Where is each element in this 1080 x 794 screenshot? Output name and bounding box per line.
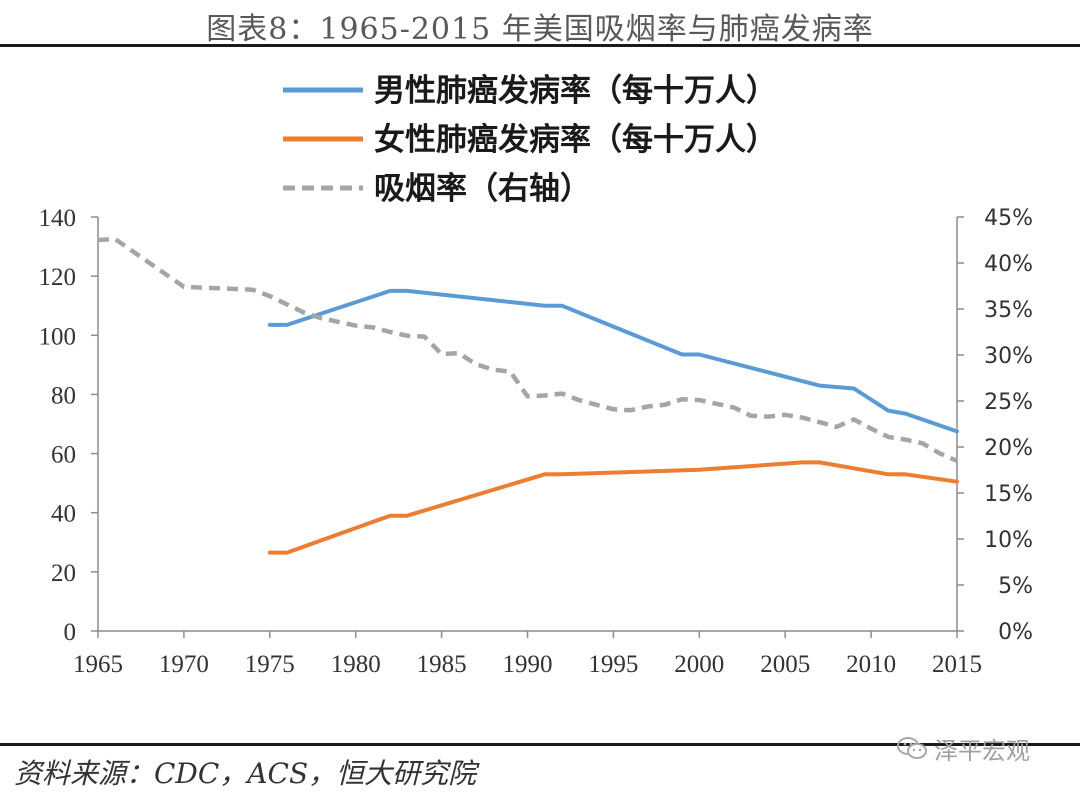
chart-title: 图表8：1965-2015 年美国吸烟率与肺癌发病率: [206, 12, 874, 47]
legend: 男性肺癌发病率（每十万人） 女性肺癌发病率（每十万人） 吸烟率（右轴）: [283, 73, 777, 207]
x-tick-label: 2005: [760, 651, 810, 678]
y-right-tick-label: 45%: [984, 206, 1033, 231]
wechat-icon: [897, 737, 927, 759]
series-layer: [97, 236, 959, 555]
chart-area: 男性肺癌发病率（每十万人） 女性肺癌发病率（每十万人） 吸烟率（右轴） 1965 19…: [39, 73, 1034, 678]
x-tick-label: 1970: [159, 651, 209, 678]
x-tick-label: 1965: [73, 651, 123, 678]
legend-label-2: 女性肺癌发病率（每十万人）: [374, 122, 777, 158]
watermark: 泽平宏观: [896, 731, 1066, 765]
series-line-3: [97, 236, 958, 463]
x-tick-label: 2010: [846, 651, 896, 678]
y-right-tick-label: 35%: [984, 298, 1033, 323]
y-left-tick-label: 80: [51, 382, 76, 409]
y-right-tick-label: 25%: [984, 390, 1033, 415]
axes: [91, 216, 964, 638]
y-right-tick-label: 20%: [984, 436, 1033, 461]
watermark-text: 泽平宏观: [934, 736, 1030, 765]
y-right-tick-label: 40%: [984, 252, 1033, 277]
source-note: 资料来源：CDC，ACS，恒大研究院: [14, 757, 477, 790]
y-left-tick-label: 20: [51, 560, 76, 587]
x-tick-label: 1975: [245, 651, 295, 678]
x-tick-label: 1990: [503, 651, 553, 678]
series-line-1: [267, 288, 959, 434]
tick-labels: 1965 1970 1975 1980 1985 1990 1995 2000 2005 2010…: [39, 205, 1034, 678]
x-tick-label: 2015: [932, 651, 982, 678]
y-left-tick-label: 140: [39, 205, 77, 232]
x-tick-label: 1985: [417, 651, 467, 678]
y-right-tick-label: 5%: [998, 574, 1033, 599]
x-tick-label: 1995: [588, 651, 638, 678]
y-left-tick-label: 0: [64, 619, 77, 646]
y-right-tick-label: 30%: [984, 344, 1033, 369]
legend-label-1: 男性肺癌发病率（每十万人）: [374, 73, 777, 109]
x-tick-label: 2000: [674, 651, 724, 678]
legend-label-3: 吸烟率（右轴）: [374, 171, 591, 207]
y-left-tick-label: 40: [51, 501, 76, 528]
y-right-tick-label: 0%: [998, 620, 1033, 645]
y-right-tick-label: 10%: [984, 528, 1033, 553]
y-left-tick-label: 100: [39, 323, 77, 350]
y-left-tick-label: 120: [39, 264, 77, 291]
top-rule: [0, 44, 1080, 47]
x-tick-label: 1980: [331, 651, 381, 678]
y-left-tick-label: 60: [51, 442, 76, 469]
bottom-rule: [0, 743, 1080, 746]
series-line-2: [267, 460, 959, 555]
y-right-tick-label: 15%: [984, 482, 1033, 507]
